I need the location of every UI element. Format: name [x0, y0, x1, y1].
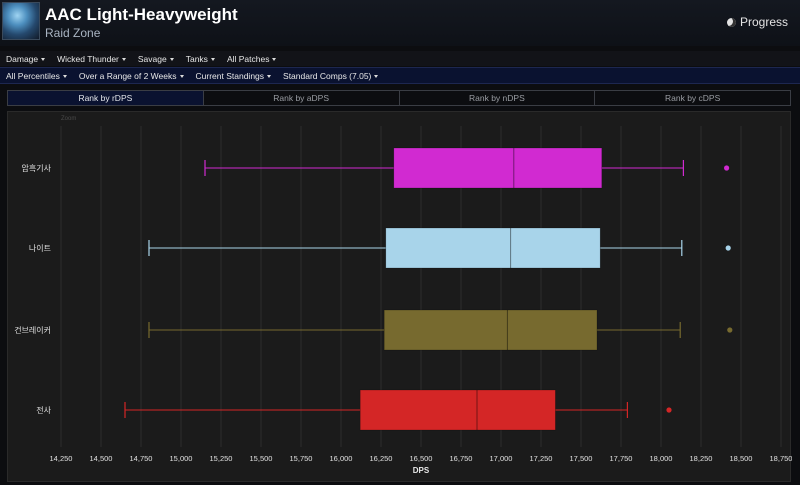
outlier-point — [727, 327, 733, 333]
x-tick-label: 14,750 — [130, 454, 153, 463]
x-tick-label: 16,750 — [450, 454, 473, 463]
chevron-down-icon — [210, 57, 215, 61]
chart-zoom-label: Zoom — [61, 116, 77, 122]
category-label: 건브레이커 — [14, 325, 51, 335]
box — [393, 147, 603, 189]
filter-standings[interactable]: Current Standings — [196, 71, 272, 81]
filter-bar-secondary: All Percentiles Over a Range of 2 Weeks … — [0, 67, 800, 84]
x-tick-label: 18,000 — [650, 454, 673, 463]
x-tick-label: 14,250 — [50, 454, 73, 463]
x-tick-label: 16,500 — [410, 454, 433, 463]
x-tick-label: 15,000 — [170, 454, 193, 463]
box — [359, 389, 556, 431]
x-tick-label: 17,250 — [530, 454, 553, 463]
x-tick-label: 17,500 — [570, 454, 593, 463]
chevron-down-icon — [267, 74, 272, 78]
progress-link[interactable]: Progress — [726, 15, 788, 29]
rank-tabs: Rank by rDPS Rank by aDPS Rank by nDPS R… — [7, 90, 791, 106]
filter-patch[interactable]: All Patches — [227, 54, 277, 64]
x-tick-label: 18,750 — [770, 454, 792, 463]
filter-metric[interactable]: Damage — [6, 54, 46, 64]
chevron-down-icon — [41, 57, 46, 61]
tab-adps[interactable]: Rank by aDPS — [204, 91, 400, 105]
chevron-down-icon — [121, 57, 126, 61]
x-tick-label: 18,500 — [730, 454, 753, 463]
x-tick-label: 16,000 — [330, 454, 353, 463]
filter-time-range[interactable]: Over a Range of 2 Weeks — [79, 71, 184, 81]
x-tick-label: 18,250 — [690, 454, 713, 463]
outlier-point — [666, 407, 672, 413]
x-tick-label: 17,000 — [490, 454, 513, 463]
chevron-down-icon — [169, 57, 174, 61]
filter-difficulty[interactable]: Savage — [138, 54, 174, 64]
page-subtitle: Raid Zone — [45, 26, 101, 40]
boss-portrait — [2, 2, 40, 40]
progress-label: Progress — [739, 15, 788, 29]
chevron-down-icon — [374, 74, 379, 78]
tab-rdps[interactable]: Rank by rDPS — [8, 91, 204, 105]
tab-ndps[interactable]: Rank by nDPS — [400, 91, 596, 105]
filter-bar-primary: Damage Wicked Thunder Savage Tanks All P… — [0, 51, 800, 66]
page-title: AAC Light-Heavyweight — [45, 5, 238, 24]
globe-icon — [726, 17, 736, 27]
filter-percentiles[interactable]: All Percentiles — [6, 71, 67, 81]
chevron-down-icon — [179, 74, 184, 78]
x-tick-label: 17,750 — [610, 454, 633, 463]
filter-comps[interactable]: Standard Comps (7.05) — [283, 71, 379, 81]
chevron-down-icon — [62, 74, 67, 78]
page-header: AAC Light-Heavyweight Raid Zone Progress — [0, 0, 800, 46]
x-tick-label: 15,250 — [210, 454, 233, 463]
tab-cdps[interactable]: Rank by cDPS — [664, 93, 721, 103]
category-label: 나이트 — [29, 243, 51, 253]
x-tick-label: 15,500 — [250, 454, 273, 463]
category-label: 암흑기사 — [22, 163, 52, 173]
outlier-point — [724, 165, 730, 171]
boxplot-chart: 14,250 14,500 14,750 15,000 15,250 15,500 15,7… — [14, 126, 792, 475]
category-label: 전사 — [36, 405, 51, 415]
box — [383, 309, 598, 351]
filter-encounter[interactable]: Wicked Thunder — [57, 54, 126, 64]
outlier-point — [725, 245, 731, 251]
filter-role[interactable]: Tanks — [186, 54, 215, 64]
x-axis-label: DPS — [413, 466, 430, 475]
x-tick-label: 15,750 — [290, 454, 313, 463]
box — [385, 227, 601, 269]
chart-panel: Zoom 14,250 14,500 14,750 15,000 15,250 15,50… — [7, 111, 792, 482]
x-tick-label: 16,250 — [370, 454, 393, 463]
x-tick-label: 14,500 — [90, 454, 113, 463]
chevron-down-icon — [272, 57, 277, 61]
